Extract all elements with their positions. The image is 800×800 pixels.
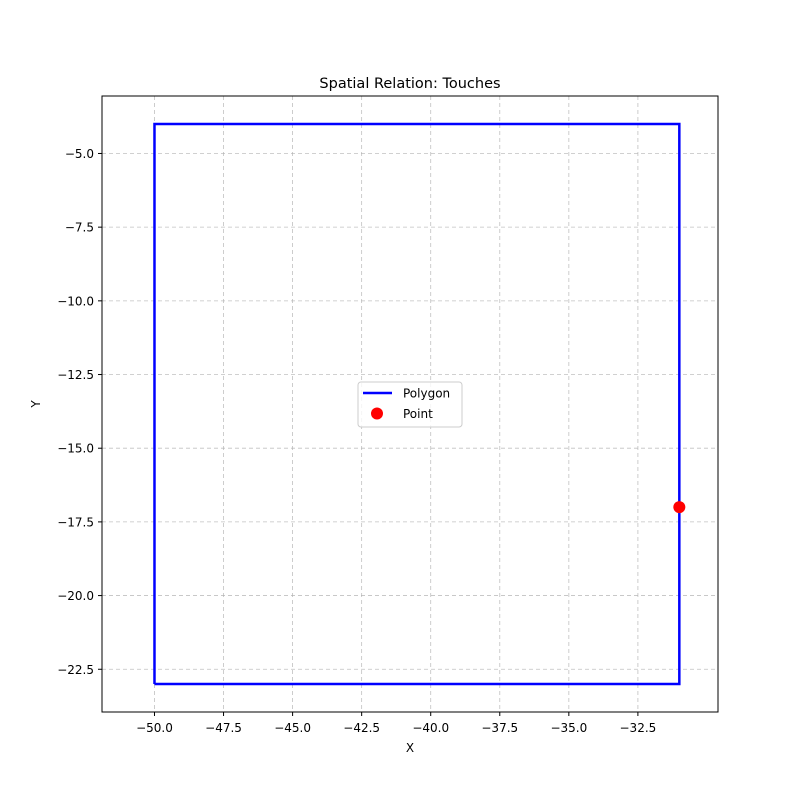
y-tick-label: −22.5 xyxy=(57,663,94,677)
y-tick-label: −5.0 xyxy=(65,147,94,161)
x-axis-ticks: −50.0 −47.5 −45.0 −42.5 −40.0 −37.5 −35.0 −32.5 xyxy=(136,712,656,735)
legend: Polygon Point xyxy=(357,381,463,428)
x-tick-label: −50.0 xyxy=(136,721,173,735)
y-tick-label: −20.0 xyxy=(57,589,94,603)
y-tick-label: −12.5 xyxy=(57,368,94,382)
x-tick-label: −45.0 xyxy=(274,721,311,735)
y-axis-label: Y xyxy=(29,400,43,409)
x-axis-label: X xyxy=(406,741,414,755)
legend-polygon-label: Polygon xyxy=(403,387,450,401)
x-tick-label: −35.0 xyxy=(550,721,587,735)
x-tick-label: −40.0 xyxy=(412,721,449,735)
y-axis-ticks: −5.0 −7.5 −10.0 −12.5 −15.0 −17.5 −20.0 −22.5 xyxy=(57,147,102,677)
y-tick-label: −10.0 xyxy=(57,294,94,308)
x-tick-label: −42.5 xyxy=(343,721,380,735)
y-tick-label: −7.5 xyxy=(65,221,94,235)
polygon-line xyxy=(153,122,681,686)
y-tick-label: −15.0 xyxy=(57,442,94,456)
x-tick-label: −32.5 xyxy=(620,721,657,735)
scatter-point xyxy=(673,501,686,514)
plot-data xyxy=(153,122,686,686)
legend-point-swatch xyxy=(371,407,383,420)
x-tick-label: −37.5 xyxy=(481,721,518,735)
x-tick-label: −47.5 xyxy=(205,721,242,735)
legend-point-label: Point xyxy=(403,407,433,421)
y-tick-label: −17.5 xyxy=(57,515,94,529)
chart-title: Spatial Relation: Touches xyxy=(319,76,500,92)
axes-frame xyxy=(101,95,719,713)
